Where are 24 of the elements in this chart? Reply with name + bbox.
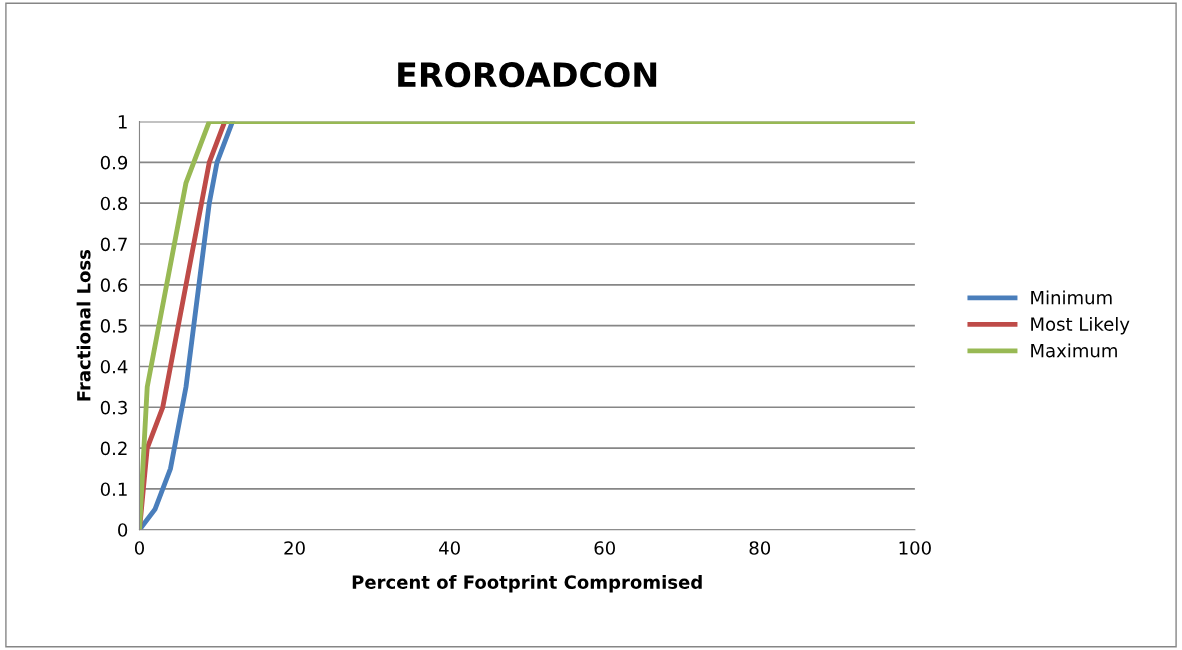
line-series [139,121,915,530]
x-axis-title: Percent of Footprint Compromised [352,575,702,593]
y-tick-label: 0.1 [100,482,127,497]
y-tick-label: 0.9 [100,155,128,170]
y-tick-label: 0.7 [100,237,127,252]
chart-title: EROROADCON [398,62,657,88]
y-tick-label: 0.5 [100,319,127,333]
x-tick-label: 60 [594,541,615,555]
x-tick-label: 0 [134,541,145,555]
x-tick-label: 40 [439,541,460,555]
y-tick-label: 0.6 [100,278,128,292]
y-tick-label: 1 [118,115,127,129]
x-tick-label: 80 [749,541,771,555]
y-tick-label: 0.3 [100,400,127,415]
legend-label: Most Likely [1031,316,1130,335]
y-tick-label: 0.8 [100,196,128,211]
y-tick-label: 0.4 [100,359,128,374]
x-tick-label: 100 [899,541,931,555]
y-tick-label: 0 [118,523,128,537]
legend-label: Minimum [1031,290,1112,305]
x-tick-label: 20 [284,541,305,555]
y-axis-title: Fractional Loss [76,249,91,401]
legend-label: Maximum [1031,343,1117,358]
y-tick-label: 0.2 [100,441,127,456]
